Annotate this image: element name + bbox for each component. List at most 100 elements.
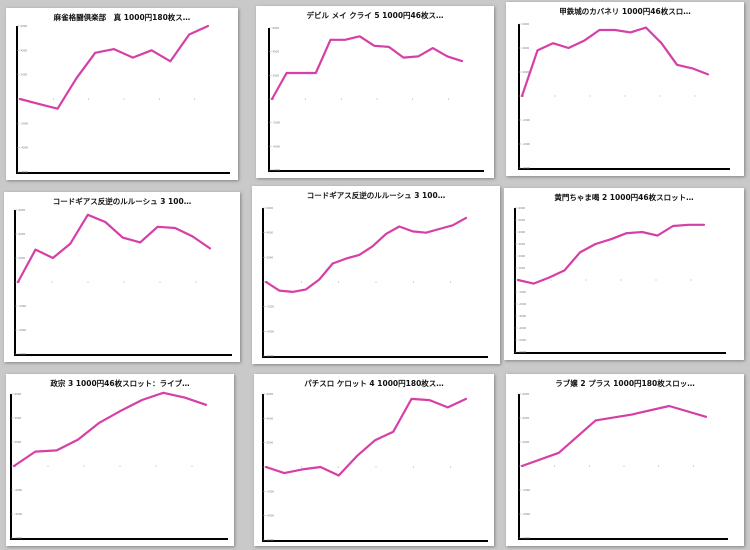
data-point [301,468,303,471]
y-tick-label: -6000 [267,538,275,542]
y-tick-label: 4000 [19,232,26,236]
data-point [517,279,519,281]
plot-area: -6000 -5000 -4000 -3000 -2000 -1000 0 1000 2000 3… [514,206,726,354]
y-tick-label: -6000 [15,536,23,540]
data-point [345,257,347,260]
y-tick-label: 2000 [15,440,22,444]
data-point [583,40,585,42]
chart-title: ラブ嬢 2 プラス 1000円180枚スロッ… [555,379,695,388]
y-tick-label: -4000 [523,142,531,146]
data-point [319,466,322,468]
data-point [77,439,79,441]
y-tick-label: 4000 [523,46,530,50]
plot-area: -6000 -4000 -2000 0 2000 4000 6000 [14,208,232,356]
data-point [132,57,134,59]
data-point [614,29,616,31]
series-line [16,213,212,284]
data-point [629,31,632,33]
data-point [398,225,400,228]
y-tick-label: -2000 [267,489,275,493]
data-point [579,251,581,253]
y-tick-label: -1000 [519,290,527,294]
y-tick-label: -2000 [519,302,527,306]
data-point [271,98,273,100]
data-point [625,232,628,234]
y-tick-label: -4000 [267,514,275,518]
data-point [452,224,454,226]
y-tick-label: 2000 [523,70,530,74]
data-point [141,399,143,401]
data-point [56,449,58,451]
series-line [18,24,210,110]
y-tick-label: 2000 [523,440,530,444]
data-point [598,29,601,31]
data-point [98,422,100,424]
y-tick-label: -6000 [273,168,281,172]
data-point [207,25,209,27]
plot-area: -6000 -4000 -2000 0 2000 4000 6000 [262,392,488,542]
chart-card-4: コードギアス反逆のルルーシュ 3 100… -6000 -4000 -2000 0 200… [4,192,240,362]
data-point [631,413,633,415]
y-tick-label: 4000 [15,416,22,420]
y-tick-label: 5000 [519,218,526,222]
data-point [412,230,414,233]
data-point [205,404,207,406]
data-point [315,72,317,74]
data-point [332,262,334,265]
data-point [595,419,597,421]
y-tick-label: -4000 [267,329,275,333]
data-point [318,278,320,281]
data-point [359,35,361,37]
series-line [264,216,468,294]
y-tick-label: -2000 [273,121,281,125]
plot-area: -6000 -4000 -2000 0 2000 4000 6000 [518,22,730,170]
data-point [552,42,554,44]
series-line [12,391,208,468]
data-point [691,67,694,69]
data-point [447,406,449,408]
y-tick-label: 6000 [19,208,26,212]
chart-card-2: デビル メイ クライ 5 1000円46枚ス… -6000 -4000 -2000 0 2… [256,6,494,178]
y-tick-label: -6000 [523,166,531,170]
y-tick-label: 2000 [19,256,26,260]
data-point [344,39,346,41]
data-point [184,397,186,399]
y-tick-label: -2000 [15,488,23,492]
data-point [521,465,523,467]
data-point [94,52,96,54]
chart-title: 麻雀格闘倶楽部 真 1000円180枚ス… [53,13,191,22]
y-tick-label: -6000 [519,350,527,354]
data-point [87,214,89,216]
y-tick-label: 4000 [21,48,28,52]
data-point [305,288,307,290]
data-point [392,431,394,433]
data-point [120,410,122,412]
plot-area: -6000 -4000 -2000 0 2000 4000 6000 [518,392,728,540]
data-point [174,227,176,229]
plot-area: -6000 -4000 -2000 0 2000 4000 6000 [268,26,484,172]
y-tick-label: 4000 [267,231,274,235]
plot-area: -6000 -4000 -2000 0 2000 4000 6000 [262,206,488,358]
data-point [372,245,374,247]
chart-card-6: 黄門ちゃま喝 2 1000円46枚スロット… -6000 -5000 -4000 -30… [504,188,744,360]
data-point [265,466,267,468]
series-line [520,26,710,98]
data-point [558,452,560,454]
series-line [270,35,464,101]
chart-card-7: 政宗 3 1000円46枚スロット：ライブ… -6000 -4000 -2000 0 20… [6,374,234,546]
data-point [532,283,535,285]
data-point [292,291,294,293]
data-point [113,48,115,50]
data-point [104,221,106,223]
data-point [548,277,550,279]
chart-title: 黄門ちゃま喝 2 1000円46枚スロット… [554,193,694,202]
data-point [660,42,663,44]
data-point [465,398,467,400]
data-point [438,228,440,230]
data-point [34,451,36,453]
